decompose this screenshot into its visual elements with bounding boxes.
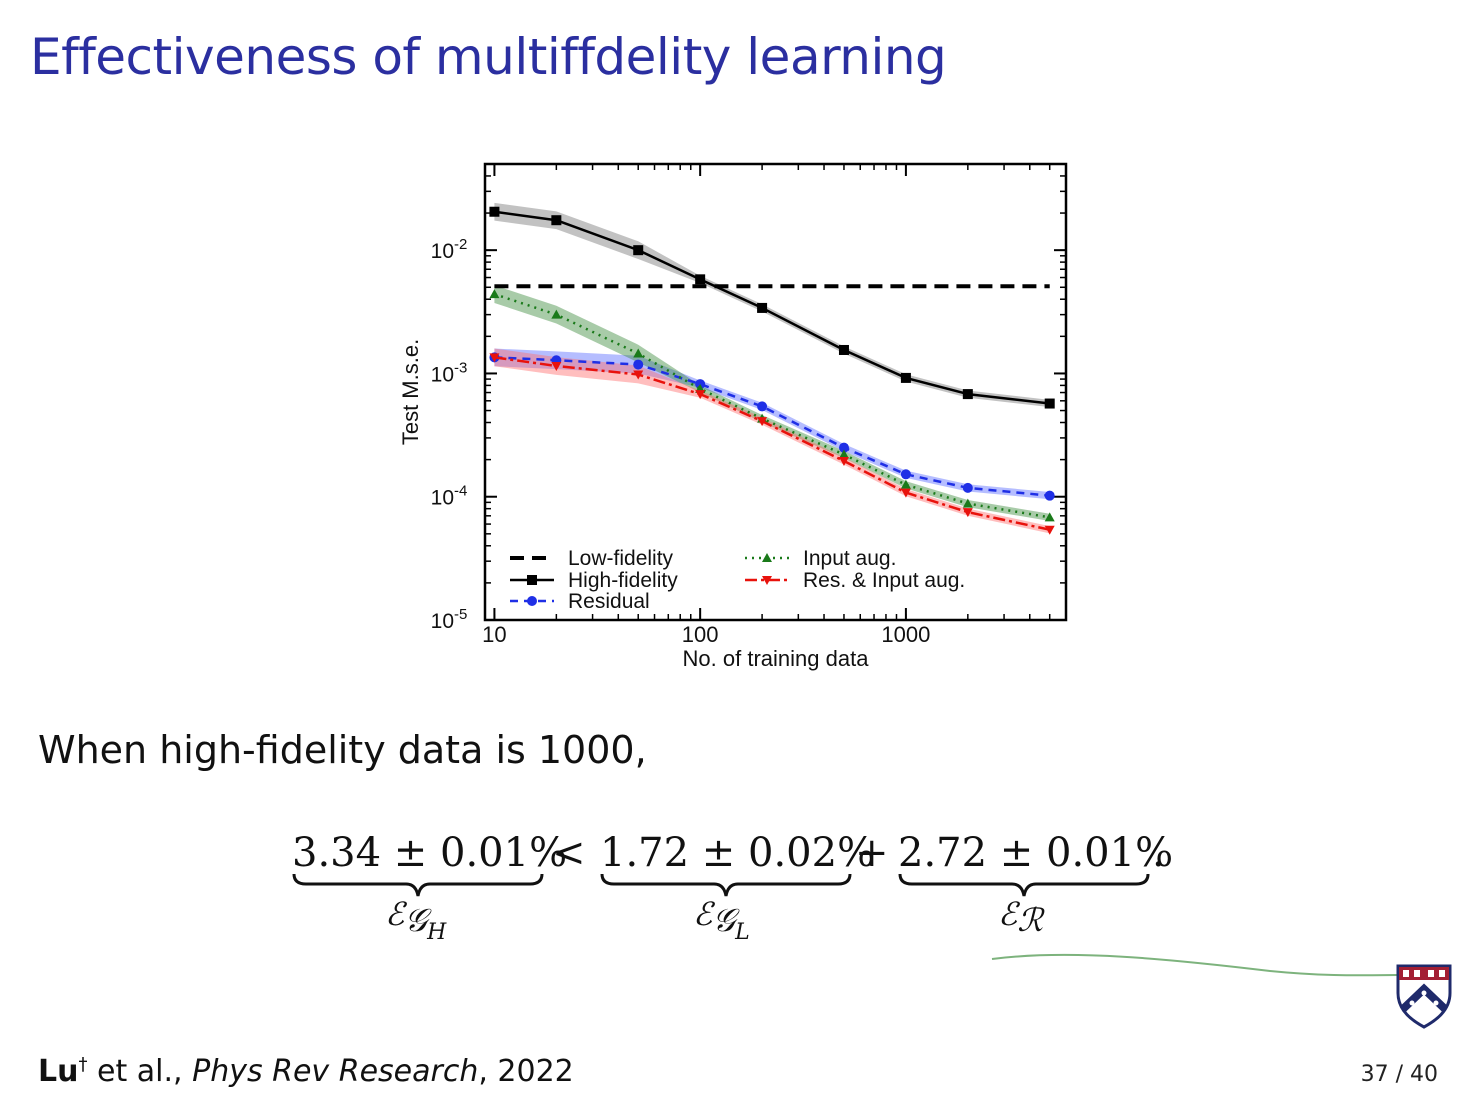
citation-journal: Phys Rev Research [192, 1054, 479, 1089]
data-point [838, 442, 849, 453]
y-tick-label: 10-5 [431, 606, 468, 633]
data-point [757, 417, 768, 427]
data-point [695, 274, 706, 285]
series-band [494, 348, 1050, 500]
citation-dagger: † [78, 1054, 88, 1075]
data-point [695, 390, 706, 400]
data-point [1044, 490, 1055, 501]
eq-label-2: ℰ𝒢L [693, 895, 750, 945]
x-axis-label: No. of training data [683, 646, 870, 671]
eq-term-1: 3.34 ± 0.01% [292, 830, 567, 876]
high-fidelity-sentence: When high-fidelity data is 1000, [38, 728, 647, 772]
y-tick-label: 10-4 [431, 483, 468, 510]
data-point [1044, 512, 1055, 522]
data-point [757, 302, 768, 313]
eq-term-2: 1.72 ± 0.02% [600, 830, 875, 876]
citation: Lu† et al., Phys Rev Research, 2022 [38, 1054, 574, 1089]
y-tick-label: 10-2 [431, 236, 468, 263]
data-point [838, 344, 849, 355]
data-point [551, 361, 562, 371]
x-tick-label: 10 [482, 622, 506, 647]
mse-vs-training-data-chart: 10 100 1000 10-5 10-4 10-3 10-2 No. of training… [398, 162, 1068, 671]
data-point [838, 449, 849, 459]
page-number: 37 / 40 [1360, 1062, 1438, 1087]
x-tick-label: 100 [682, 622, 719, 647]
legend-marker [527, 596, 537, 606]
eq-label-1: ℰ𝒢H [385, 895, 447, 945]
data-point [633, 348, 644, 358]
data-point [633, 245, 644, 256]
data-point [633, 359, 644, 370]
series-band [494, 348, 1050, 534]
legend-marker [762, 553, 772, 562]
data-point [962, 498, 973, 508]
data-point [900, 372, 911, 383]
data-point [551, 215, 562, 226]
data-point [757, 401, 768, 412]
data-point [962, 389, 973, 400]
data-point [489, 206, 500, 217]
underbrace-1 [292, 873, 544, 897]
underbrace-3 [898, 873, 1150, 897]
data-point [900, 488, 911, 498]
legend-label: Input aug. [803, 547, 896, 570]
legend-label: Res. & Input aug. [803, 569, 965, 592]
eq-term-3: 2.72 ± 0.01% [898, 830, 1173, 876]
slide-title: Effectiveness of multiffdelity learning [30, 28, 947, 86]
data-point [962, 482, 973, 493]
citation-author: Lu [38, 1054, 79, 1089]
data-point [1044, 398, 1055, 409]
data-point [1044, 525, 1055, 535]
series-band [494, 285, 1050, 521]
data-point [633, 370, 644, 380]
citation-year: , 2022 [478, 1054, 574, 1089]
university-shield-logo-icon [1396, 964, 1452, 1029]
data-point [838, 456, 849, 466]
x-tick-label: 1000 [881, 622, 930, 647]
data-point [962, 508, 973, 518]
eq-op-period: . [1152, 830, 1165, 876]
legend-marker [527, 575, 537, 585]
data-point [900, 469, 911, 480]
decorative-stroke [991, 953, 1409, 977]
eq-op-less: < [552, 830, 586, 876]
citation-rest: et al., [87, 1054, 193, 1089]
legend-label: Low-fidelity [568, 547, 674, 570]
data-point [551, 309, 562, 319]
data-point [489, 353, 500, 363]
data-point [489, 289, 500, 299]
legend-label: High-fidelity [568, 569, 678, 592]
legend-marker [762, 576, 772, 585]
error-decomposition-equation: 3.34 ± 0.01% < 1.72 ± 0.02% + 2.72 ± 0.0… [292, 830, 1173, 945]
eq-op-plus: + [855, 830, 889, 876]
series-line [494, 356, 1050, 497]
underbrace-2 [600, 873, 852, 897]
eq-label-3: ℰℛ [998, 895, 1045, 939]
data-point [900, 479, 911, 489]
legend-label: Residual [568, 590, 650, 613]
y-tick-label: 10-3 [431, 359, 468, 386]
y-axis-label: Test M.s.e. [398, 339, 423, 445]
